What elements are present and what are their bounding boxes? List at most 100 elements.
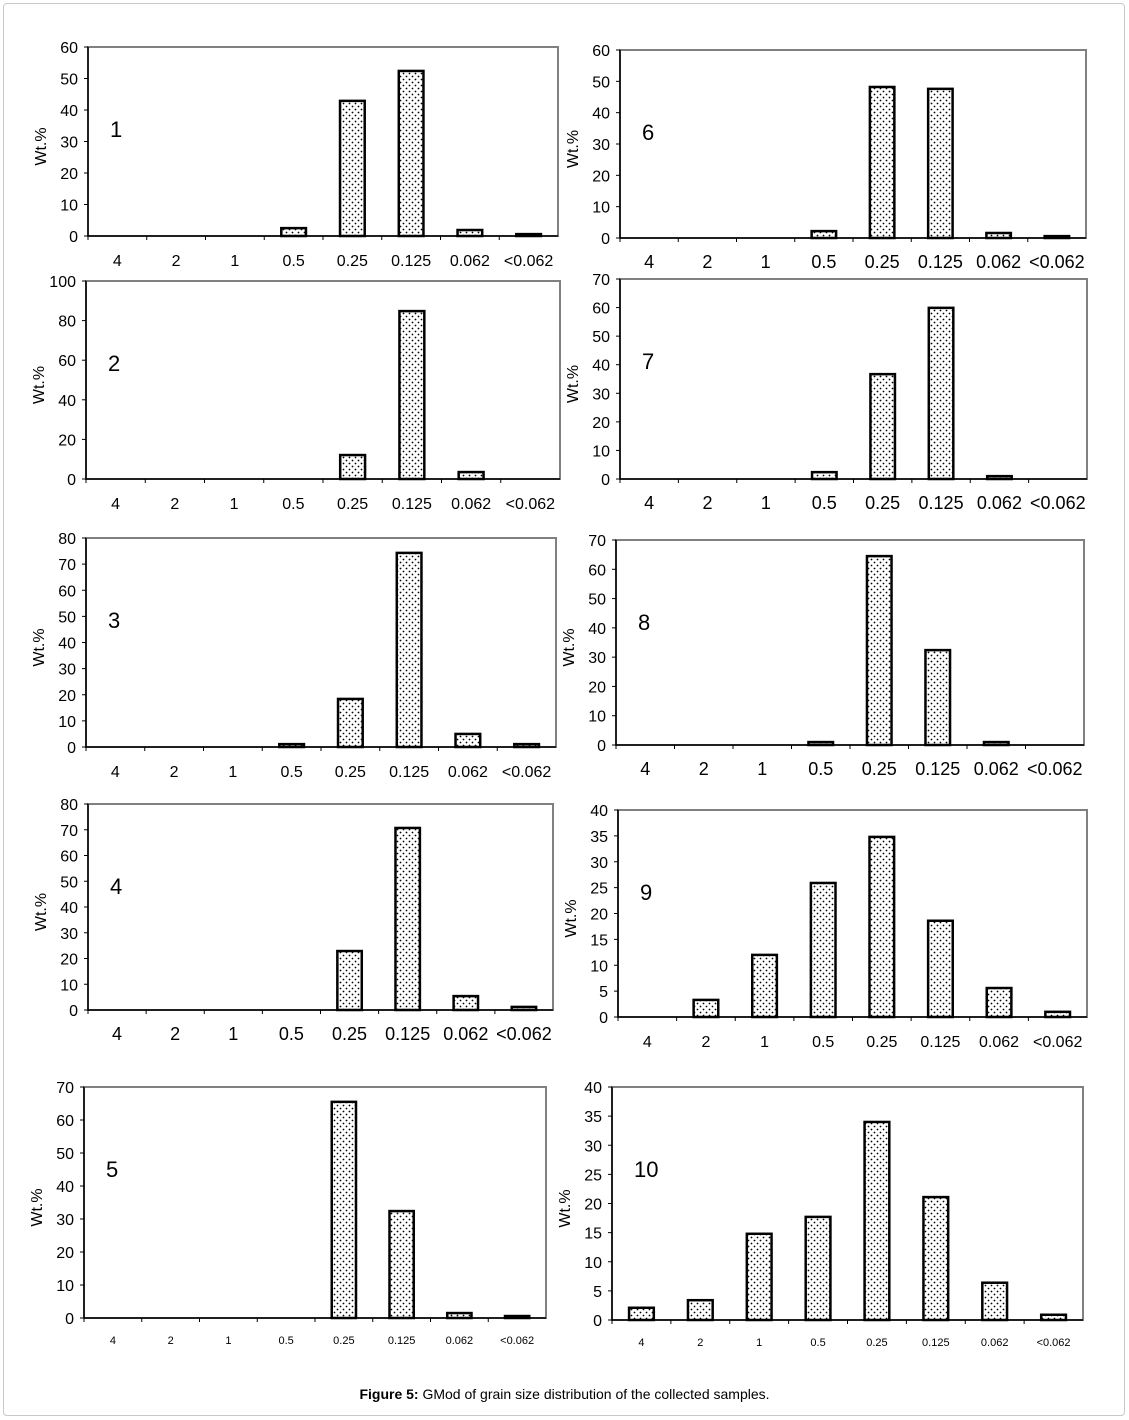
y-tick-label: 30: [590, 855, 608, 872]
y-tick-label: 50: [60, 874, 78, 891]
bar-0.125: [388, 1209, 416, 1320]
x-tick-label: 2: [697, 1337, 703, 1349]
y-tick-label: 20: [592, 415, 610, 432]
x-tick-label: 1: [230, 253, 239, 270]
y-tick-label: 40: [58, 393, 76, 410]
plot-area-frame: [87, 46, 559, 237]
x-tick-label: 0.125: [385, 1024, 430, 1044]
x-tick-label: 1: [225, 1335, 231, 1347]
y-tick-label: 40: [584, 1080, 602, 1097]
bar-0.125: [397, 69, 425, 238]
y-axis-title: Wt.%: [565, 130, 582, 168]
x-tick-label: <0.062: [502, 764, 551, 781]
y-tick-label: 10: [592, 443, 610, 460]
x-tick-label: 1: [757, 759, 767, 779]
x-tick-label: 4: [111, 764, 120, 781]
y-axis-title: Wt.%: [31, 366, 48, 404]
y-tick-label: 10: [592, 200, 610, 217]
bar-0.062: [982, 740, 1010, 747]
x-tick-label: <0.062: [1029, 252, 1085, 272]
x-tick-label: 4: [638, 1337, 644, 1349]
bar-0.062: [985, 231, 1013, 240]
y-tick-label: 50: [588, 592, 606, 609]
x-tick-label: 0.125: [389, 764, 429, 781]
plot-area-frame: [83, 1086, 547, 1319]
y-tick-label: 30: [592, 137, 610, 154]
chart-panel-7: 0 10 20 30 40 50 60 70 4 2 1 0.5 0.25 0.125 0.062 <0.06…: [565, 272, 1088, 513]
y-axis-title: Wt.%: [557, 1189, 574, 1227]
sample-number-label: 9: [640, 880, 652, 905]
x-tick-label: 4: [644, 493, 654, 513]
bar-0.25: [868, 835, 896, 1019]
x-tick-label: <0.062: [1027, 759, 1083, 779]
y-tick-label: 40: [592, 358, 610, 375]
y-tick-label: 60: [60, 40, 78, 57]
sample-number-label: 4: [110, 874, 122, 899]
x-tick-label: 4: [111, 496, 120, 513]
y-tick-label: 0: [593, 1313, 602, 1330]
x-tick-label: 0.25: [862, 759, 897, 779]
bar-0.25: [336, 949, 364, 1012]
sample-number-label: 3: [108, 608, 120, 633]
y-tick-label: 20: [590, 907, 608, 924]
bar-0.062: [456, 228, 484, 238]
chart-panel-5: 0 10 20 30 40 50 60 70 4 2 1 0.5 0.25 0.125 0.062 <0.06…: [29, 1080, 547, 1347]
y-tick-label: 10: [60, 977, 78, 994]
x-tick-label: 4: [112, 1024, 122, 1044]
y-axis-title: Wt.%: [33, 893, 50, 931]
bar-0.25: [338, 453, 367, 481]
y-tick-label: 70: [592, 272, 610, 289]
y-tick-label: 0: [67, 740, 76, 757]
y-tick-label: 0: [599, 1010, 608, 1027]
y-tick-label: 35: [584, 1109, 602, 1126]
y-tick-label: 60: [58, 583, 76, 600]
y-tick-label: 20: [592, 168, 610, 185]
bar-<0.062: [515, 232, 543, 238]
y-tick-label: 20: [60, 952, 78, 969]
x-tick-label: 0.25: [337, 496, 368, 513]
caption-text: GMod of grain size distribution of the c…: [418, 1386, 770, 1402]
x-tick-label: 4: [643, 1034, 652, 1051]
plot-area-frame: [615, 539, 1085, 746]
sample-number-label: 1: [110, 117, 122, 142]
plot-area-frame: [85, 537, 557, 748]
x-tick-label: 0.062: [443, 1024, 488, 1044]
bar-<0.062: [1044, 1010, 1072, 1019]
x-tick-label: 1: [761, 493, 771, 513]
bar-0.25: [338, 99, 366, 238]
y-tick-label: 40: [588, 621, 606, 638]
plot-area-frame: [611, 1086, 1084, 1321]
x-tick-label: 0.5: [281, 764, 303, 781]
y-tick-label: 30: [60, 926, 78, 943]
x-tick-label: 0.062: [446, 1335, 474, 1347]
y-tick-label: 30: [584, 1138, 602, 1155]
x-tick-label: 0.25: [866, 1034, 897, 1051]
bar-0.25: [330, 1100, 358, 1320]
y-tick-label: 10: [584, 1255, 602, 1272]
plot-area-frame: [87, 803, 554, 1011]
bar-0.062: [457, 470, 485, 481]
y-axis-title: Wt.%: [31, 628, 48, 666]
bar-<0.062: [1043, 234, 1071, 240]
x-tick-label: 0.25: [337, 253, 368, 270]
y-tick-label: 60: [592, 43, 610, 60]
x-tick-label: 0.062: [448, 764, 488, 781]
x-tick-label: 0.062: [981, 1337, 1009, 1349]
x-tick-label: <0.062: [506, 496, 555, 513]
x-tick-label: 0.062: [974, 759, 1019, 779]
bar-0.5: [807, 740, 835, 747]
bar-0.062: [445, 1311, 473, 1320]
sample-number-label: 7: [642, 349, 654, 374]
chart-panel-6: 0 10 20 30 40 50 60 4 2 1 0.5 0.25 0.125 0.062 <0.062 6…: [565, 43, 1087, 272]
y-tick-label: 100: [49, 274, 76, 291]
sample-number-label: 10: [634, 1157, 658, 1182]
x-tick-label: 0.5: [812, 493, 837, 513]
x-tick-label: 0.5: [282, 496, 304, 513]
x-tick-label: <0.062: [504, 253, 553, 270]
x-tick-label: 0.5: [278, 1335, 293, 1347]
y-tick-label: 70: [56, 1080, 74, 1097]
x-tick-label: 0.125: [918, 252, 963, 272]
chart-panel-1: 0 10 20 30 40 50 60 4 2 1 0.5 0.25 0.125 0.062 <0.062 1…: [33, 40, 559, 270]
x-tick-label: 0.062: [979, 1034, 1019, 1051]
x-tick-label: 2: [170, 496, 179, 513]
